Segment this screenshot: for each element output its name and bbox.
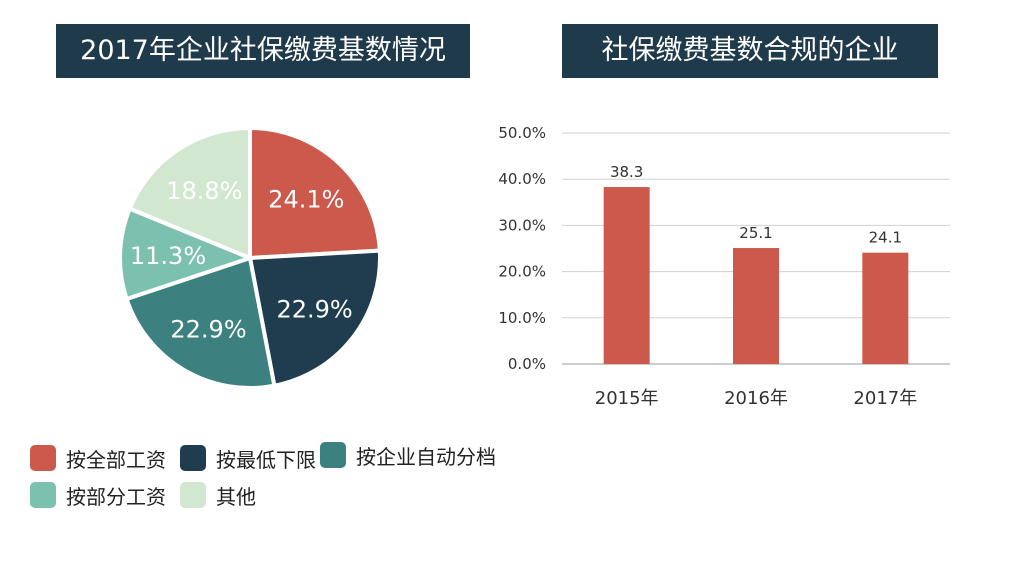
pie-slice-0 <box>248 125 382 261</box>
legend-item-4: 其他 <box>180 480 256 510</box>
legend-label: 按企业自动分档 <box>356 444 496 469</box>
legend-item-3: 按部分工资 <box>30 480 166 510</box>
x-tick-label-2: 2017年 <box>853 388 917 409</box>
pie-chart: 24.1% 22.9% 22.9% 11.3% 18.8% <box>118 125 382 390</box>
legend-swatch <box>30 482 56 508</box>
y-tick-label-0: 0.0% <box>508 355 546 373</box>
pie-slice-1 <box>247 248 382 389</box>
legend-swatch <box>180 482 206 508</box>
legend-item-1: 按最低下限 <box>180 443 316 473</box>
legend-swatch <box>180 445 206 471</box>
bar-2 <box>862 252 909 364</box>
pie-slice-3 <box>118 206 256 302</box>
legend-label: 按部分工资 <box>66 484 166 509</box>
y-tick-label-5: 50.0% <box>498 124 546 142</box>
bar-0 <box>603 187 650 364</box>
bar-value-label-1: 25.1 <box>739 224 772 242</box>
pie-slice-label-0: 24.1% <box>268 185 344 213</box>
y-tick-label-3: 30.0% <box>498 216 546 234</box>
legend-swatch <box>30 445 56 471</box>
bar-1 <box>733 248 779 364</box>
legend-swatch <box>320 442 346 468</box>
bar-chart: 0.0% 10.0% 20.0% 30.0% 40.0% 50.0% 38.3 2015年 25… <box>498 124 950 409</box>
x-tick-label-1: 2016年 <box>724 388 788 409</box>
bar-chart-title: 社保缴费基数合规的企业 <box>562 24 938 78</box>
pie-slice-label-1: 22.9% <box>276 296 352 324</box>
legend-item-0: 按全部工资 <box>30 443 166 473</box>
x-tick-label-0: 2015年 <box>595 388 659 409</box>
legend-item-2: 按企业自动分档 <box>320 440 496 470</box>
pie-slice-4 <box>127 125 252 261</box>
bar-value-label-2: 24.1 <box>869 229 902 247</box>
pie-slice-2 <box>124 255 277 390</box>
pie-slice-label-2: 22.9% <box>170 316 246 344</box>
bar-value-label-0: 38.3 <box>610 163 643 181</box>
pie-slice-label-4: 18.8% <box>166 177 242 205</box>
pie-slice-label-3: 11.3% <box>130 242 206 270</box>
pie-chart-title: 2017年企业社保缴费基数情况 <box>56 24 470 78</box>
legend-label: 按全部工资 <box>66 447 166 472</box>
y-tick-label-1: 10.0% <box>498 309 546 327</box>
legend-label: 按最低下限 <box>216 447 316 472</box>
y-tick-label-4: 40.0% <box>498 170 546 188</box>
y-tick-label-2: 20.0% <box>498 263 546 281</box>
legend-label: 其他 <box>216 484 256 509</box>
